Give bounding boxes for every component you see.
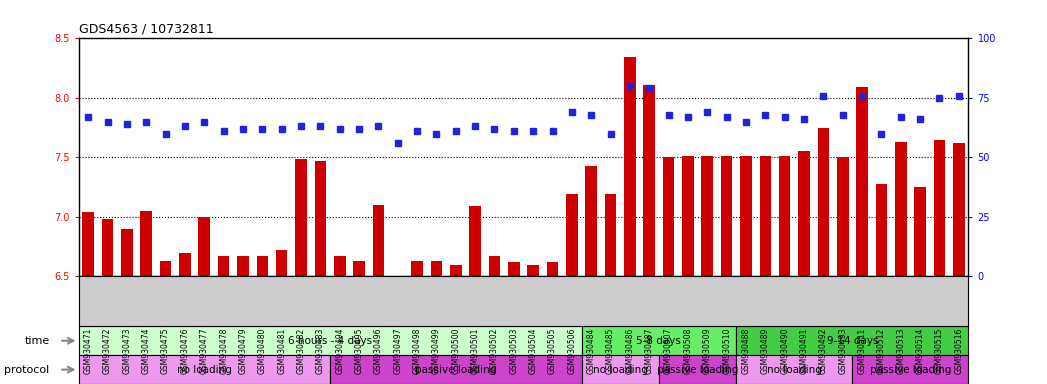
- Bar: [585, 166, 597, 276]
- Bar: [852, 355, 968, 384]
- Bar: [373, 205, 384, 276]
- Bar: [295, 159, 307, 276]
- Bar: [566, 194, 578, 276]
- Bar: [736, 355, 852, 384]
- Bar: [102, 219, 113, 276]
- Bar: [79, 355, 330, 384]
- Bar: [353, 261, 364, 276]
- Bar: [644, 85, 655, 276]
- Bar: [798, 152, 809, 276]
- Bar: [624, 58, 636, 276]
- Bar: [469, 206, 481, 276]
- Text: GDS4563 / 10732811: GDS4563 / 10732811: [79, 23, 214, 36]
- Bar: [411, 261, 423, 276]
- Bar: [79, 326, 581, 355]
- Bar: [334, 256, 346, 276]
- Bar: [528, 265, 539, 276]
- Text: protocol: protocol: [4, 364, 49, 375]
- Bar: [581, 326, 736, 355]
- Bar: [837, 157, 848, 276]
- Bar: [489, 256, 500, 276]
- Bar: [581, 355, 659, 384]
- Text: passive loading: passive loading: [415, 364, 496, 375]
- Bar: [140, 211, 152, 276]
- Text: time: time: [24, 336, 49, 346]
- Bar: [430, 261, 442, 276]
- Bar: [720, 156, 733, 276]
- Bar: [701, 156, 713, 276]
- Bar: [179, 253, 191, 276]
- Bar: [779, 156, 790, 276]
- Text: 5-8 days: 5-8 days: [637, 336, 682, 346]
- Bar: [736, 326, 968, 355]
- Text: no loading: no loading: [177, 364, 231, 375]
- Bar: [314, 161, 327, 276]
- Bar: [895, 142, 907, 276]
- Bar: [121, 229, 133, 276]
- Bar: [257, 256, 268, 276]
- Bar: [160, 261, 172, 276]
- Bar: [83, 212, 94, 276]
- Bar: [953, 143, 964, 276]
- Bar: [508, 262, 519, 276]
- Text: 9-14 days: 9-14 days: [827, 336, 878, 346]
- Bar: [605, 194, 617, 276]
- Text: passive loading: passive loading: [870, 364, 951, 375]
- Bar: [818, 127, 829, 276]
- Bar: [238, 256, 249, 276]
- Bar: [683, 156, 694, 276]
- Bar: [914, 187, 926, 276]
- Bar: [663, 157, 674, 276]
- Bar: [547, 262, 558, 276]
- Text: 6 hours - 4 days: 6 hours - 4 days: [288, 336, 372, 346]
- Bar: [934, 139, 945, 276]
- Bar: [275, 250, 288, 276]
- Bar: [740, 156, 752, 276]
- Bar: [856, 87, 868, 276]
- Text: passive loading: passive loading: [656, 364, 738, 375]
- Bar: [199, 217, 210, 276]
- Text: no loading: no loading: [766, 364, 822, 375]
- Bar: [875, 184, 887, 276]
- Bar: [218, 256, 229, 276]
- Bar: [759, 156, 772, 276]
- Text: no loading: no loading: [593, 364, 648, 375]
- Bar: [450, 265, 462, 276]
- Bar: [659, 355, 736, 384]
- Bar: [330, 355, 581, 384]
